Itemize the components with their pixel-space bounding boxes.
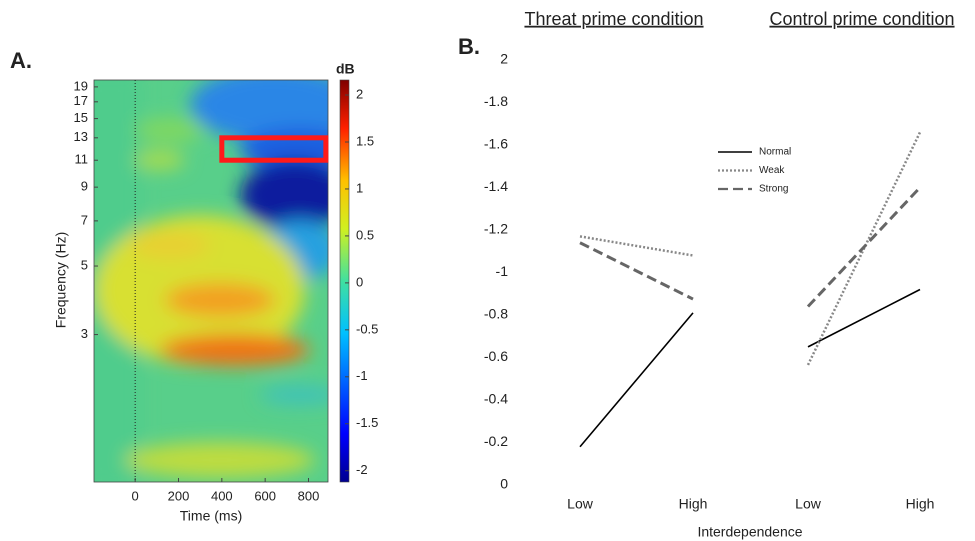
panel-label: A. bbox=[10, 48, 32, 73]
x-tick-label: Low bbox=[567, 496, 594, 512]
colorbar-tick-label: -2 bbox=[356, 462, 368, 477]
colorbar-tick-label: 1 bbox=[356, 180, 363, 195]
colorbar-label: dB bbox=[336, 61, 355, 77]
colorbar-tick-label: 2 bbox=[356, 86, 363, 101]
series-line bbox=[806, 186, 922, 308]
panel-label: B. bbox=[458, 34, 480, 59]
x-tick-label: 200 bbox=[168, 488, 190, 503]
y-tick-label: -1.8 bbox=[484, 93, 508, 109]
series-line bbox=[807, 288, 921, 348]
x-tick-label: 800 bbox=[298, 488, 320, 503]
x-axis-label: Interdependence bbox=[697, 524, 802, 540]
series-line bbox=[579, 241, 694, 301]
legend-label: Weak bbox=[759, 165, 785, 176]
colorbar-tick-label: 1.5 bbox=[356, 133, 374, 148]
y-tick-label: 19 bbox=[74, 78, 88, 93]
x-tick-label: High bbox=[906, 496, 935, 512]
y-tick-label: -1.6 bbox=[484, 136, 508, 152]
colorbar bbox=[339, 79, 350, 483]
y-tick-label: 15 bbox=[74, 110, 88, 125]
legend-label: Strong bbox=[759, 184, 788, 195]
y-tick-label: 13 bbox=[74, 129, 88, 144]
y-tick-label: -0.2 bbox=[484, 433, 508, 449]
legend-label: Normal bbox=[759, 147, 791, 158]
y-tick-label: -0.6 bbox=[484, 348, 508, 364]
colorbar-tick-label: -0.5 bbox=[356, 321, 378, 336]
series-line bbox=[579, 235, 694, 257]
y-tick-label: 7 bbox=[81, 212, 88, 227]
y-tick-label: 5 bbox=[81, 257, 88, 272]
highlight-box bbox=[219, 135, 329, 163]
x-tick-label: 0 bbox=[132, 488, 139, 503]
x-tick-label: 600 bbox=[254, 488, 276, 503]
heatmap-frame bbox=[93, 79, 329, 483]
y-tick-label: -0.8 bbox=[484, 306, 508, 322]
y-axis-label: Frequency (Hz) bbox=[53, 232, 69, 328]
y-tick-label: 11 bbox=[75, 152, 89, 167]
x-tick-label: Low bbox=[795, 496, 822, 512]
y-tick-label: 2 bbox=[500, 51, 508, 67]
heatmap bbox=[94, 80, 328, 482]
series-line bbox=[579, 312, 694, 448]
x-axis-label: Time (ms) bbox=[180, 508, 242, 524]
y-tick-label: -1.4 bbox=[484, 178, 508, 194]
y-tick-label: 9 bbox=[81, 179, 88, 194]
y-tick-label: -0.4 bbox=[484, 391, 508, 407]
panel-title: Threat prime condition bbox=[524, 9, 703, 29]
colorbar-tick-label: 0.5 bbox=[356, 227, 374, 242]
colorbar-tick-label: -1 bbox=[356, 368, 368, 383]
y-tick-label: 17 bbox=[74, 93, 88, 108]
x-tick-label: 400 bbox=[211, 488, 233, 503]
panel-title: Control prime condition bbox=[769, 9, 954, 29]
colorbar-tick-label: -1.5 bbox=[356, 415, 378, 430]
colorbar-tick-label: 0 bbox=[356, 274, 363, 289]
x-tick-label: High bbox=[679, 496, 708, 512]
y-tick-label: 0 bbox=[500, 476, 508, 492]
y-tick-label: -1.2 bbox=[484, 221, 508, 237]
y-tick-label: 3 bbox=[81, 326, 88, 341]
y-tick-label: -1 bbox=[496, 263, 509, 279]
